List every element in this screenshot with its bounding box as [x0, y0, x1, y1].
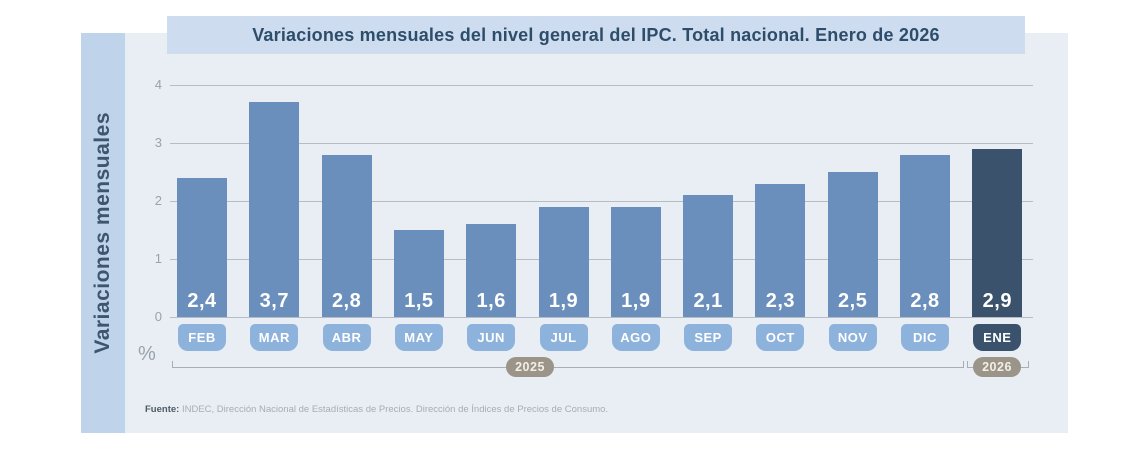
year-bracket-2025	[172, 361, 964, 368]
bar-feb: 2,4	[177, 177, 227, 317]
month-tag-abr: ABR	[322, 324, 371, 351]
y-tick-label-2: 2	[154, 193, 162, 208]
month-tag-jul: JUL	[539, 324, 588, 351]
gridline-y2	[170, 201, 1033, 202]
y-axis-title-strip: Variaciones mensuales	[81, 33, 125, 433]
bar-value-label: 2,5	[838, 290, 868, 312]
bar-nov: 2,5	[827, 172, 878, 317]
bar-abr: 2,8	[321, 154, 372, 317]
source-text: INDEC, Dirección Nacional de Estadística…	[179, 404, 609, 415]
bar-value-label: 2,1	[693, 289, 723, 312]
y-tick-label-4: 4	[154, 77, 162, 92]
gridline-y0	[170, 317, 1033, 318]
month-tag-oct: OCT	[756, 324, 805, 351]
month-tag-jun: JUN	[467, 324, 516, 351]
bar-value-label: 2,8	[910, 289, 940, 312]
bar-may: 1,5	[393, 230, 444, 317]
year-pill-2025: 2025	[506, 357, 554, 377]
gridline-y4	[170, 85, 1033, 86]
bar-value-label: 2,4	[187, 289, 217, 312]
month-tag-mar: MAR	[250, 324, 299, 351]
y-tick-label-0: 0	[154, 309, 162, 324]
bar-value-label: 2,3	[765, 289, 796, 312]
bar-sep: 2,1	[683, 195, 734, 317]
year-pill-2026: 2026	[973, 357, 1021, 377]
month-tag-feb: FEB	[178, 324, 226, 351]
bar-jul: 1,9	[538, 206, 589, 317]
month-tag-may: MAY	[394, 324, 443, 351]
month-tag-dic: DIC	[901, 324, 949, 351]
bar-value-label: 2,9	[982, 289, 1012, 312]
bar-jun: 1,6	[466, 224, 517, 317]
bar-value-label: 2,8	[331, 289, 362, 312]
gridline-y1	[170, 259, 1033, 260]
month-tag-ene: ENE	[973, 324, 1022, 351]
chart-title-banner: Variaciones mensuales del nivel general …	[167, 16, 1025, 54]
bar-ago: 1,9	[610, 206, 661, 317]
month-tag-sep: SEP	[684, 324, 733, 351]
gridline-y3	[170, 143, 1033, 144]
bar-value-label: 1,9	[621, 289, 651, 312]
bar-value-label: 1,9	[548, 289, 579, 312]
percent-unit-label: %	[138, 343, 156, 365]
bar-value-label: 3,7	[259, 289, 289, 312]
month-tag-ago: AGO	[611, 324, 660, 351]
y-tick-label-1: 1	[154, 251, 162, 266]
bar-mar: 3,7	[249, 102, 300, 317]
chart-title: Variaciones mensuales del nivel general …	[252, 24, 940, 45]
y-tick-label-3: 3	[154, 135, 162, 150]
bar-dic: 2,8	[900, 154, 950, 317]
bar-value-label: 1,6	[476, 289, 506, 312]
bar-oct: 2,3	[755, 183, 806, 317]
month-tag-nov: NOV	[828, 324, 877, 351]
source-line: Fuente: INDEC, Dirección Nacional de Est…	[145, 404, 608, 415]
bar-ene: 2,9	[972, 148, 1023, 317]
bar-value-label: 1,5	[404, 290, 434, 312]
source-prefix: Fuente:	[145, 404, 180, 415]
